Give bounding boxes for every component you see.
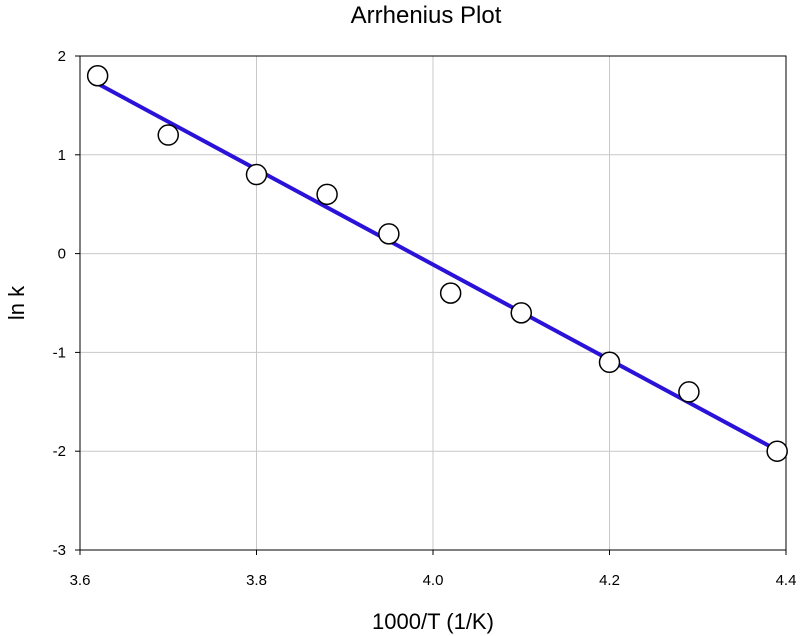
data-point — [378, 223, 400, 245]
data-point — [766, 440, 788, 462]
data-point — [598, 351, 621, 374]
y-tick-label: -1 — [53, 344, 66, 361]
data-point — [157, 124, 179, 146]
data-point — [439, 282, 462, 304]
y-tick-label: -3 — [53, 542, 66, 559]
y-tick-label: 1 — [58, 147, 66, 164]
plot-frame — [79, 55, 787, 551]
fit-line — [96, 81, 779, 452]
y-tick-label: 0 — [58, 246, 66, 263]
data-point — [678, 381, 700, 403]
y-tick-label: -2 — [53, 443, 66, 460]
y-axis-label: ln k — [4, 285, 29, 320]
axis-ticks — [75, 55, 787, 555]
data-point — [316, 183, 338, 206]
x-tick-labels: 3.6 3.8 4.0 4.2 4.4 — [70, 572, 797, 589]
y-tick-label: 2 — [58, 48, 66, 65]
x-tick-label: 4.0 — [423, 572, 444, 589]
x-axis-label: 1000/T (1/K) — [372, 609, 494, 634]
x-tick-label: 4.2 — [599, 572, 620, 589]
x-tick-label: 3.6 — [70, 572, 91, 589]
x-tick-label: 4.4 — [776, 572, 797, 589]
data-series — [86, 65, 788, 462]
x-tick-label: 3.8 — [246, 572, 267, 589]
data-point — [510, 302, 532, 324]
y-tick-labels: 2 1 0 -1 -2 -3 — [53, 48, 66, 559]
data-point — [86, 65, 109, 87]
chart-title: Arrhenius Plot — [351, 2, 502, 29]
data-point — [245, 163, 268, 186]
